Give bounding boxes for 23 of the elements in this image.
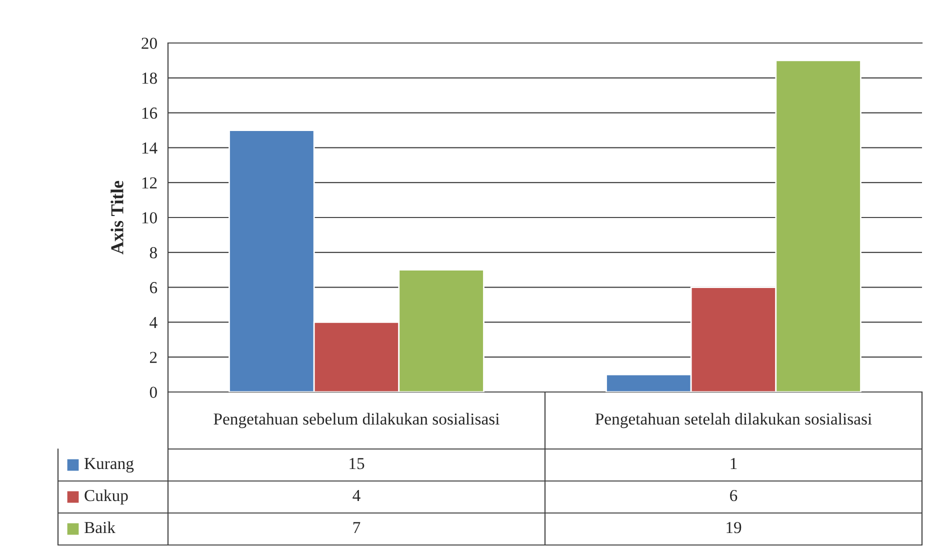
- data-label: 6: [730, 490, 738, 502]
- y-tick-label: 8: [150, 247, 157, 258]
- y-tick-label: 16: [142, 108, 158, 119]
- data-label: 4: [352, 490, 360, 502]
- x-tick-label: Pengetahuan setelah dilakukan sosialisasi: [595, 412, 872, 428]
- y-tick-label: 6: [150, 282, 158, 294]
- y-axis-title: Axis Title: [110, 180, 124, 254]
- data-label: 19: [726, 522, 742, 534]
- y-tick-label: 2: [150, 352, 157, 363]
- legend-label: Baik: [84, 521, 116, 534]
- y-tick-label: 4: [150, 317, 158, 328]
- y-tick-label: 0: [150, 386, 157, 398]
- data-label: 7: [353, 522, 360, 534]
- y-tick-label: 14: [142, 142, 158, 154]
- data-label: 15: [350, 458, 364, 470]
- y-tick-label: 10: [142, 212, 157, 224]
- y-tick-label: 12: [142, 177, 157, 188]
- legend-label: Cukup: [84, 489, 128, 505]
- legend-label: Kurang: [84, 458, 134, 473]
- data-label: 1: [730, 458, 737, 470]
- y-tick-label: 20: [142, 38, 157, 49]
- y-tick-label: 18: [142, 72, 157, 84]
- x-tick-label: Pengetahuan sebelum dilakukan sosialisasi: [214, 412, 500, 428]
